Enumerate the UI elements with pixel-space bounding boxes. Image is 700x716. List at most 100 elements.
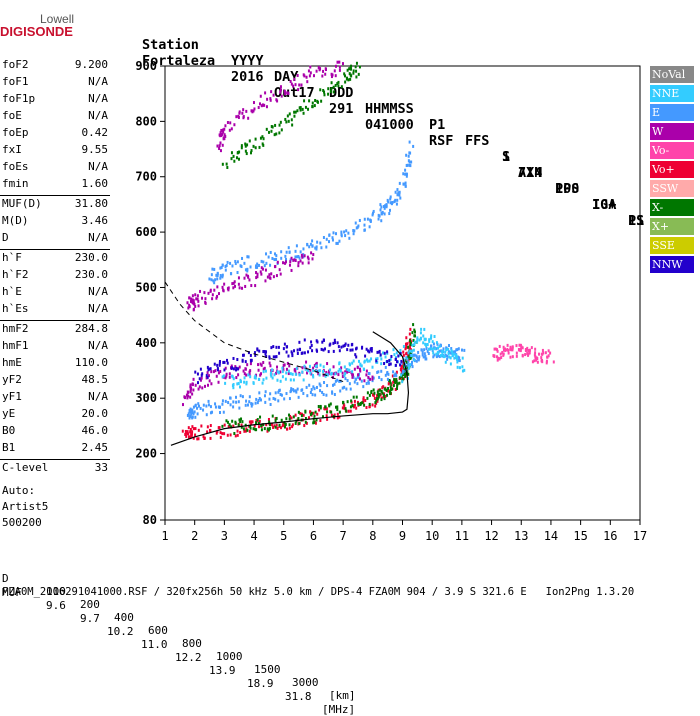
data-point [253,351,256,355]
header-label: IGA [592,197,617,213]
data-point [266,427,269,431]
data-point [230,127,233,131]
data-point [185,431,188,435]
data-point [274,264,277,268]
data-point [353,229,356,233]
header-label: P1 [429,117,446,133]
data-point [336,241,339,245]
data-point [329,90,332,94]
footer-d-value: 600 [148,624,168,637]
data-point [245,109,248,113]
data-point [209,367,212,371]
data-point [392,384,395,388]
data-point [353,399,356,403]
data-point [260,259,263,263]
data-point [251,402,254,406]
data-point [299,412,302,416]
data-point [384,355,387,359]
data-point [511,345,514,349]
data-point [266,275,269,279]
data-point [220,265,223,269]
data-point [244,403,247,407]
data-point [396,360,399,364]
data-point [352,359,355,363]
data-point [389,391,392,395]
data-point [412,144,415,148]
data-point [344,377,347,381]
data-point [255,276,258,280]
data-point [366,217,369,221]
data-point [495,355,498,359]
data-point [340,366,343,370]
param-key: fmin [2,177,29,190]
data-point [363,217,366,221]
data-point [221,285,224,289]
data-point [217,371,220,375]
data-point [317,66,320,70]
data-point [321,415,324,419]
data-point [278,131,281,135]
data-point [451,350,454,354]
data-point [355,69,358,73]
data-point [309,371,312,375]
data-point [394,380,397,384]
data-point [253,424,256,428]
x-tick-label: 7 [340,529,347,543]
data-point [259,270,262,274]
data-point [275,132,278,136]
data-point [324,68,327,72]
data-point [355,346,358,350]
data-point [258,391,261,395]
data-point [309,412,312,416]
param-key: h`F2 [2,268,29,281]
param-row: h`Es N/A [2,302,108,319]
data-point [336,405,339,409]
data-point [256,401,259,405]
data-point [242,108,245,112]
data-point [378,388,381,392]
data-point [519,347,522,351]
data-point [192,388,195,392]
data-point [245,427,248,431]
data-point [428,338,431,342]
data-point [280,426,283,430]
data-point [268,361,271,365]
data-point [260,428,263,432]
data-point [271,368,274,372]
data-point [187,426,190,430]
data-point [323,93,326,97]
data-point [409,341,412,345]
data-point [358,65,361,69]
footer-muf-value: 31.8 [285,690,312,703]
data-point [388,379,391,383]
data-point [276,426,279,430]
data-point [450,347,453,351]
data-point [274,355,277,359]
data-point [283,421,286,425]
data-point [309,71,312,75]
data-point [271,376,274,380]
data-point [363,403,366,407]
data-point [541,348,544,352]
data-point [406,351,409,355]
data-point [280,256,283,260]
data-point [289,378,292,382]
data-point [304,105,307,109]
data-point [193,410,196,414]
legend-item-x: X+ [650,218,694,235]
data-point [402,353,405,357]
data-point [392,370,395,374]
data-point [216,429,219,433]
footer-muf-value: 18.9 [247,677,274,690]
data-point [394,190,397,194]
data-point [255,271,258,275]
data-point [258,396,261,400]
param-row: hmF1 N/A [2,339,108,356]
data-point [212,279,215,283]
data-point [282,261,285,265]
data-point [294,83,297,87]
plot-frame [164,65,641,521]
data-point [497,356,500,360]
data-point [371,403,374,407]
data-point [246,363,249,367]
